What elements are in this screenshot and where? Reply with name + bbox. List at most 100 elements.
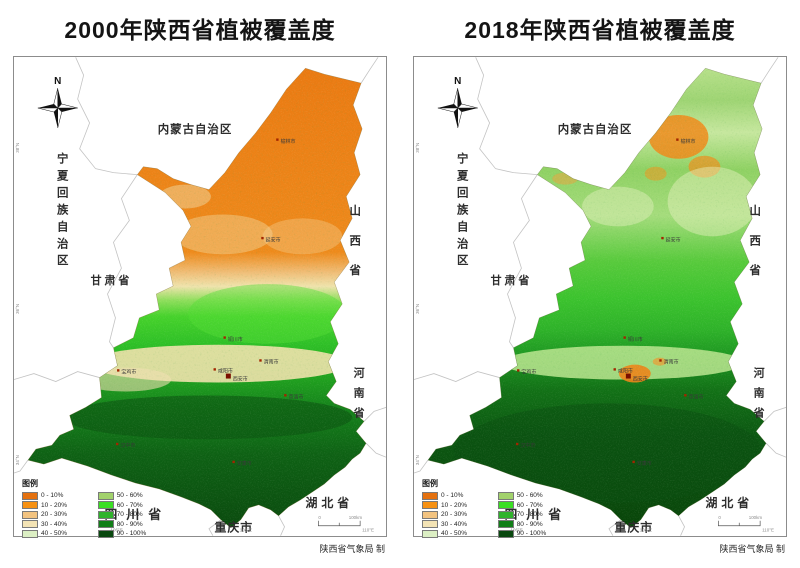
- scalebar-distance-label: 100km: [749, 515, 763, 520]
- map-frame-2018: N 内蒙古自治区宁夏回族自治区山西省甘肃省河南省四川省 湖北省 重庆市 榆林市 延安市铜…: [413, 56, 787, 538]
- compass-north-label: N: [454, 76, 461, 87]
- city-label: 榆林市: [281, 138, 296, 145]
- city-marker: [223, 336, 226, 339]
- scalebar-zero-label: 0: [318, 515, 321, 520]
- neighbor-province-label: 自: [457, 219, 468, 233]
- legend-swatch: [497, 491, 514, 500]
- legend-label: 50 - 60%: [116, 492, 143, 500]
- legend-item: 60 - 70%: [97, 501, 172, 511]
- city-label: 延安市: [666, 236, 681, 243]
- city-marker: [516, 442, 519, 446]
- city-label: 商洛市: [289, 393, 304, 400]
- city-label: 渭南市: [264, 359, 279, 366]
- neighbor-province-label: 重庆市: [214, 521, 253, 535]
- city-marker: [225, 373, 231, 379]
- legend-label: 0 - 10%: [441, 492, 464, 500]
- city-marker: [259, 359, 262, 362]
- graticule-tick-label: 36°N: [15, 304, 20, 314]
- legend-swatch: [497, 520, 514, 529]
- legend-swatch: [22, 491, 38, 500]
- neighbor-province-label: 内蒙古自治区: [158, 122, 232, 136]
- legend-swatch: [497, 501, 514, 510]
- graticule-tick-label: 38°N: [15, 143, 20, 153]
- legend-item: 20 - 30%: [22, 510, 93, 520]
- city-marker: [213, 368, 216, 371]
- credit-2000: 陕西省气象局 制: [319, 544, 385, 554]
- legend-item: 30 - 40%: [422, 520, 493, 530]
- legend-swatch: [97, 491, 114, 500]
- city-label: 汉中市: [120, 442, 135, 449]
- legend-label: 20 - 30%: [441, 511, 468, 519]
- legend-item: 0 - 10%: [422, 491, 493, 501]
- neighbor-province-label: 省: [753, 405, 765, 419]
- city-marker: [632, 460, 635, 464]
- city-marker: [284, 394, 287, 397]
- neighbor-province-label: 回: [57, 186, 68, 200]
- legend-label: 40 - 50%: [41, 530, 68, 538]
- legend-label: 70 - 80%: [516, 511, 543, 519]
- neighbor-province-label: 省: [348, 263, 361, 277]
- neighbor-province-label: 夏: [57, 170, 69, 183]
- scalebar: [318, 520, 361, 527]
- legend-swatch: [97, 520, 114, 529]
- legend-swatch: [22, 520, 38, 529]
- graticule-tick-label: 110°E: [762, 528, 774, 533]
- city-label: 铜川市: [628, 336, 643, 343]
- legend-label: 60 - 70%: [516, 501, 543, 509]
- legend-label: 80 - 90%: [116, 520, 143, 528]
- neighbor-province-label: 山: [749, 203, 760, 217]
- legend-grid: 0 - 10% 10 - 20% 20 - 30% 30 - 40% 40 - 50% 5…: [22, 491, 172, 539]
- legend-item: 0 - 10%: [22, 491, 93, 501]
- legend-swatch: [422, 529, 438, 538]
- city-marker: [676, 138, 679, 141]
- legend-swatch: [422, 491, 438, 500]
- city-marker: [659, 359, 662, 362]
- neighbor-province-label: 省: [748, 263, 761, 277]
- neighbor-province-label: 省: [353, 405, 365, 419]
- legend-swatch: [497, 510, 514, 519]
- neighbor-province-label: 湖北省: [705, 496, 753, 510]
- legend-label: 30 - 40%: [441, 520, 468, 528]
- compass-north-label: N: [54, 76, 61, 87]
- map-2018: N 内蒙古自治区宁夏回族自治区山西省甘肃省河南省四川省湖北省重庆市榆林市延安市铜…: [414, 57, 786, 536]
- legend-swatch: [422, 520, 438, 529]
- legend-item: 10 - 20%: [422, 501, 493, 511]
- legend-item: 80 - 90%: [97, 520, 172, 530]
- legend-item: 30 - 40%: [22, 520, 93, 530]
- neighbor-province-label: 甘肃省: [491, 273, 533, 287]
- city-label: 西安市: [633, 376, 648, 383]
- legend-label: 90 - 100%: [116, 530, 147, 538]
- legend-item: 60 - 70%: [497, 501, 572, 511]
- neighbor-province-label: 治: [57, 236, 69, 250]
- city-label: 宝鸡市: [121, 369, 136, 376]
- legend-swatch: [97, 510, 114, 519]
- legend-swatch: [497, 529, 514, 538]
- city-label: 咸阳市: [218, 368, 233, 375]
- legend-item: 10 - 20%: [22, 501, 93, 511]
- neighbor-province-label: 夏: [457, 170, 469, 183]
- city-marker: [517, 369, 520, 372]
- neighbor-province-label: 湖北省: [305, 496, 353, 510]
- graticule-tick-label: 108°E: [240, 528, 252, 533]
- neighbor-province-label: 区: [57, 254, 69, 267]
- neighbor-province-label: 南: [354, 385, 365, 399]
- legend-label: 30 - 40%: [41, 520, 68, 528]
- figure-container: 2000年陕西省植被覆盖度 N 内蒙古自治区宁夏回族自治区山西省甘肃省河南省四川…: [13, 0, 800, 555]
- city-marker: [232, 460, 235, 464]
- city-marker: [116, 442, 119, 446]
- legend-item: 40 - 50%: [22, 529, 93, 539]
- scalebar: [718, 520, 761, 527]
- compass-icon: [437, 87, 479, 129]
- graticule-tick-label: 110°E: [362, 528, 374, 533]
- neighbor-province-label: 宁: [57, 152, 68, 166]
- legend-swatch: [422, 510, 438, 519]
- city-marker: [661, 236, 664, 240]
- legend-item: 50 - 60%: [97, 491, 172, 501]
- legend-swatch: [422, 501, 438, 510]
- graticule-tick-label: 106°E: [510, 528, 522, 533]
- panel-2018: 2018年陕西省植被覆盖度 N 内蒙古自治区宁夏回族自治区山西省甘肃省河南省四川…: [400, 0, 800, 555]
- city-label: 安康市: [637, 460, 652, 467]
- city-label: 榆林市: [681, 138, 696, 145]
- legend-label: 80 - 90%: [516, 520, 543, 528]
- map-title-2000: 2000年陕西省植被覆盖度: [64, 17, 336, 43]
